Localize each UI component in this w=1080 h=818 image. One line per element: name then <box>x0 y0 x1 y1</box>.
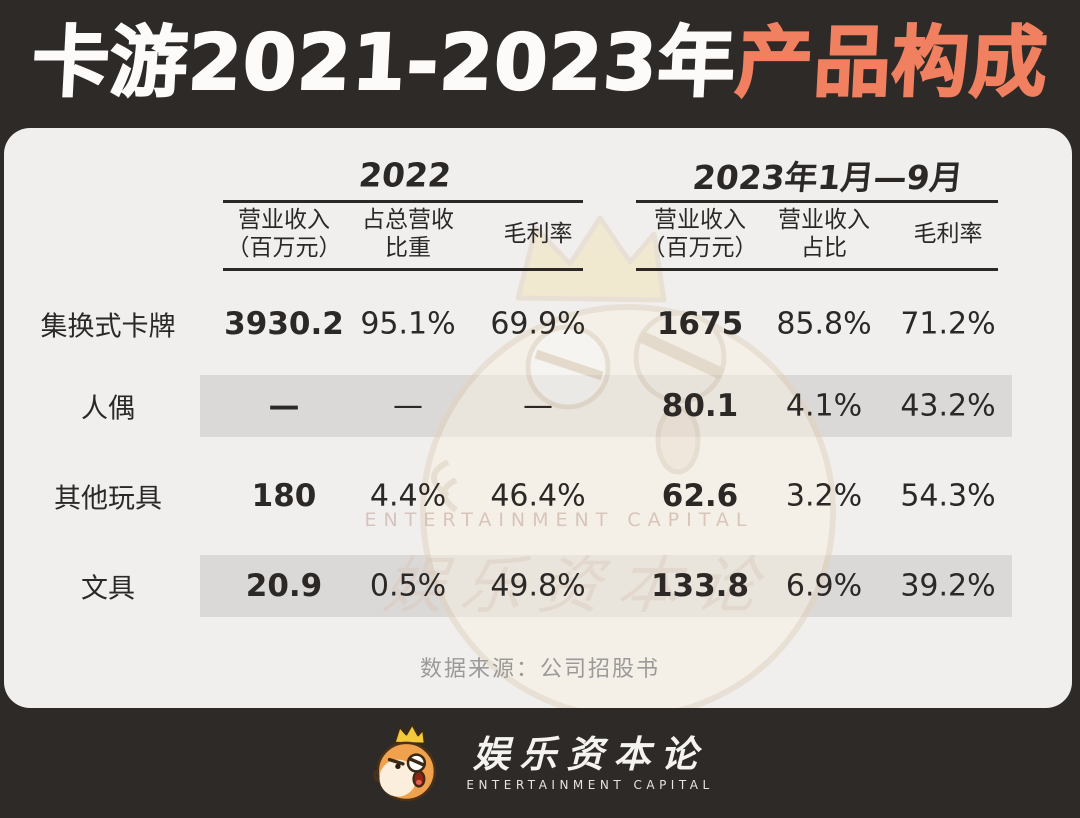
table-cell: 39.2% <box>900 568 996 604</box>
pufferfish-crown-watermark-icon <box>420 215 836 708</box>
header-rule-top-2023 <box>636 200 998 203</box>
table-cell: 54.3% <box>900 478 996 514</box>
table-cell: 43.2% <box>900 388 996 424</box>
table-cell: 71.2% <box>900 306 996 342</box>
table-cell: 85.8% <box>776 306 872 342</box>
table-cell: 62.6 <box>661 478 739 514</box>
header-rule-bottom-2023 <box>636 268 998 271</box>
table-cell: — <box>393 388 423 424</box>
brand-name-cn: 娱乐资本论 <box>472 731 708 776</box>
column-header-revenue-2023: 营业收入 （百万元） <box>642 206 758 261</box>
table-cell: 80.1 <box>661 388 739 424</box>
table-cell: 4.1% <box>785 388 863 424</box>
header-rule-bottom-2022 <box>223 268 583 271</box>
row-label-stationery: 文具 <box>81 573 135 605</box>
row-label-figures: 人偶 <box>81 393 135 425</box>
page-title-accent: 产品构成 <box>732 18 1051 109</box>
column-header-share-2023: 营业收入 占比 <box>778 206 870 261</box>
table-cell: — <box>268 388 300 424</box>
column-group-2022: 2022 <box>357 155 453 195</box>
data-source-note: 数据来源：公司招股书 <box>419 657 661 682</box>
table-cell: 3.2% <box>785 478 863 514</box>
table-cell: 20.9 <box>245 568 323 604</box>
column-header-margin-2023: 毛利率 <box>913 220 983 247</box>
brand-footer: 娱乐资本论 ENTERTAINMENT CAPITAL <box>0 708 1080 818</box>
row-label-other-toys: 其他玩具 <box>54 483 162 515</box>
table-cell: — <box>523 388 553 424</box>
brand-name-en: ENTERTAINMENT CAPITAL <box>466 778 714 793</box>
row-label-trading-cards: 集换式卡牌 <box>40 311 176 343</box>
column-header-margin-2022: 毛利率 <box>503 220 573 247</box>
table-cell: 0.5% <box>369 568 447 604</box>
header-rule-top-2022 <box>223 200 583 203</box>
table-cell: 180 <box>251 478 317 514</box>
page-title-main: 卡游2021-2023年 <box>29 18 739 109</box>
column-group-2023: 2023年1月—9月 <box>690 158 965 197</box>
data-table-card: ENTERTAINMENT CAPITAL 娱乐资本论 2022 2023年1月… <box>4 128 1072 708</box>
brand-wordmark: 娱乐资本论 ENTERTAINMENT CAPITAL <box>466 731 714 793</box>
table-cell: 4.4% <box>369 478 447 514</box>
table-cell: 3930.2 <box>224 306 344 342</box>
column-header-share-2022: 占总营收 比重 <box>362 206 454 261</box>
table-cell: 49.8% <box>490 568 586 604</box>
table-cell: 95.1% <box>360 306 456 342</box>
pufferfish-crown-mascot-icon <box>373 723 437 802</box>
table-cell: 69.9% <box>490 306 586 342</box>
table-cell: 46.4% <box>490 478 586 514</box>
table-cell: 133.8 <box>650 568 750 604</box>
table-cell: 1675 <box>656 306 744 342</box>
column-header-revenue-2022: 营业收入 （百万元） <box>226 206 342 261</box>
table-cell: 6.9% <box>785 568 863 604</box>
page-title: 卡游2021-2023年产品构成 <box>0 0 1080 128</box>
watermark-text-en: ENTERTAINMENT CAPITAL <box>364 509 754 531</box>
